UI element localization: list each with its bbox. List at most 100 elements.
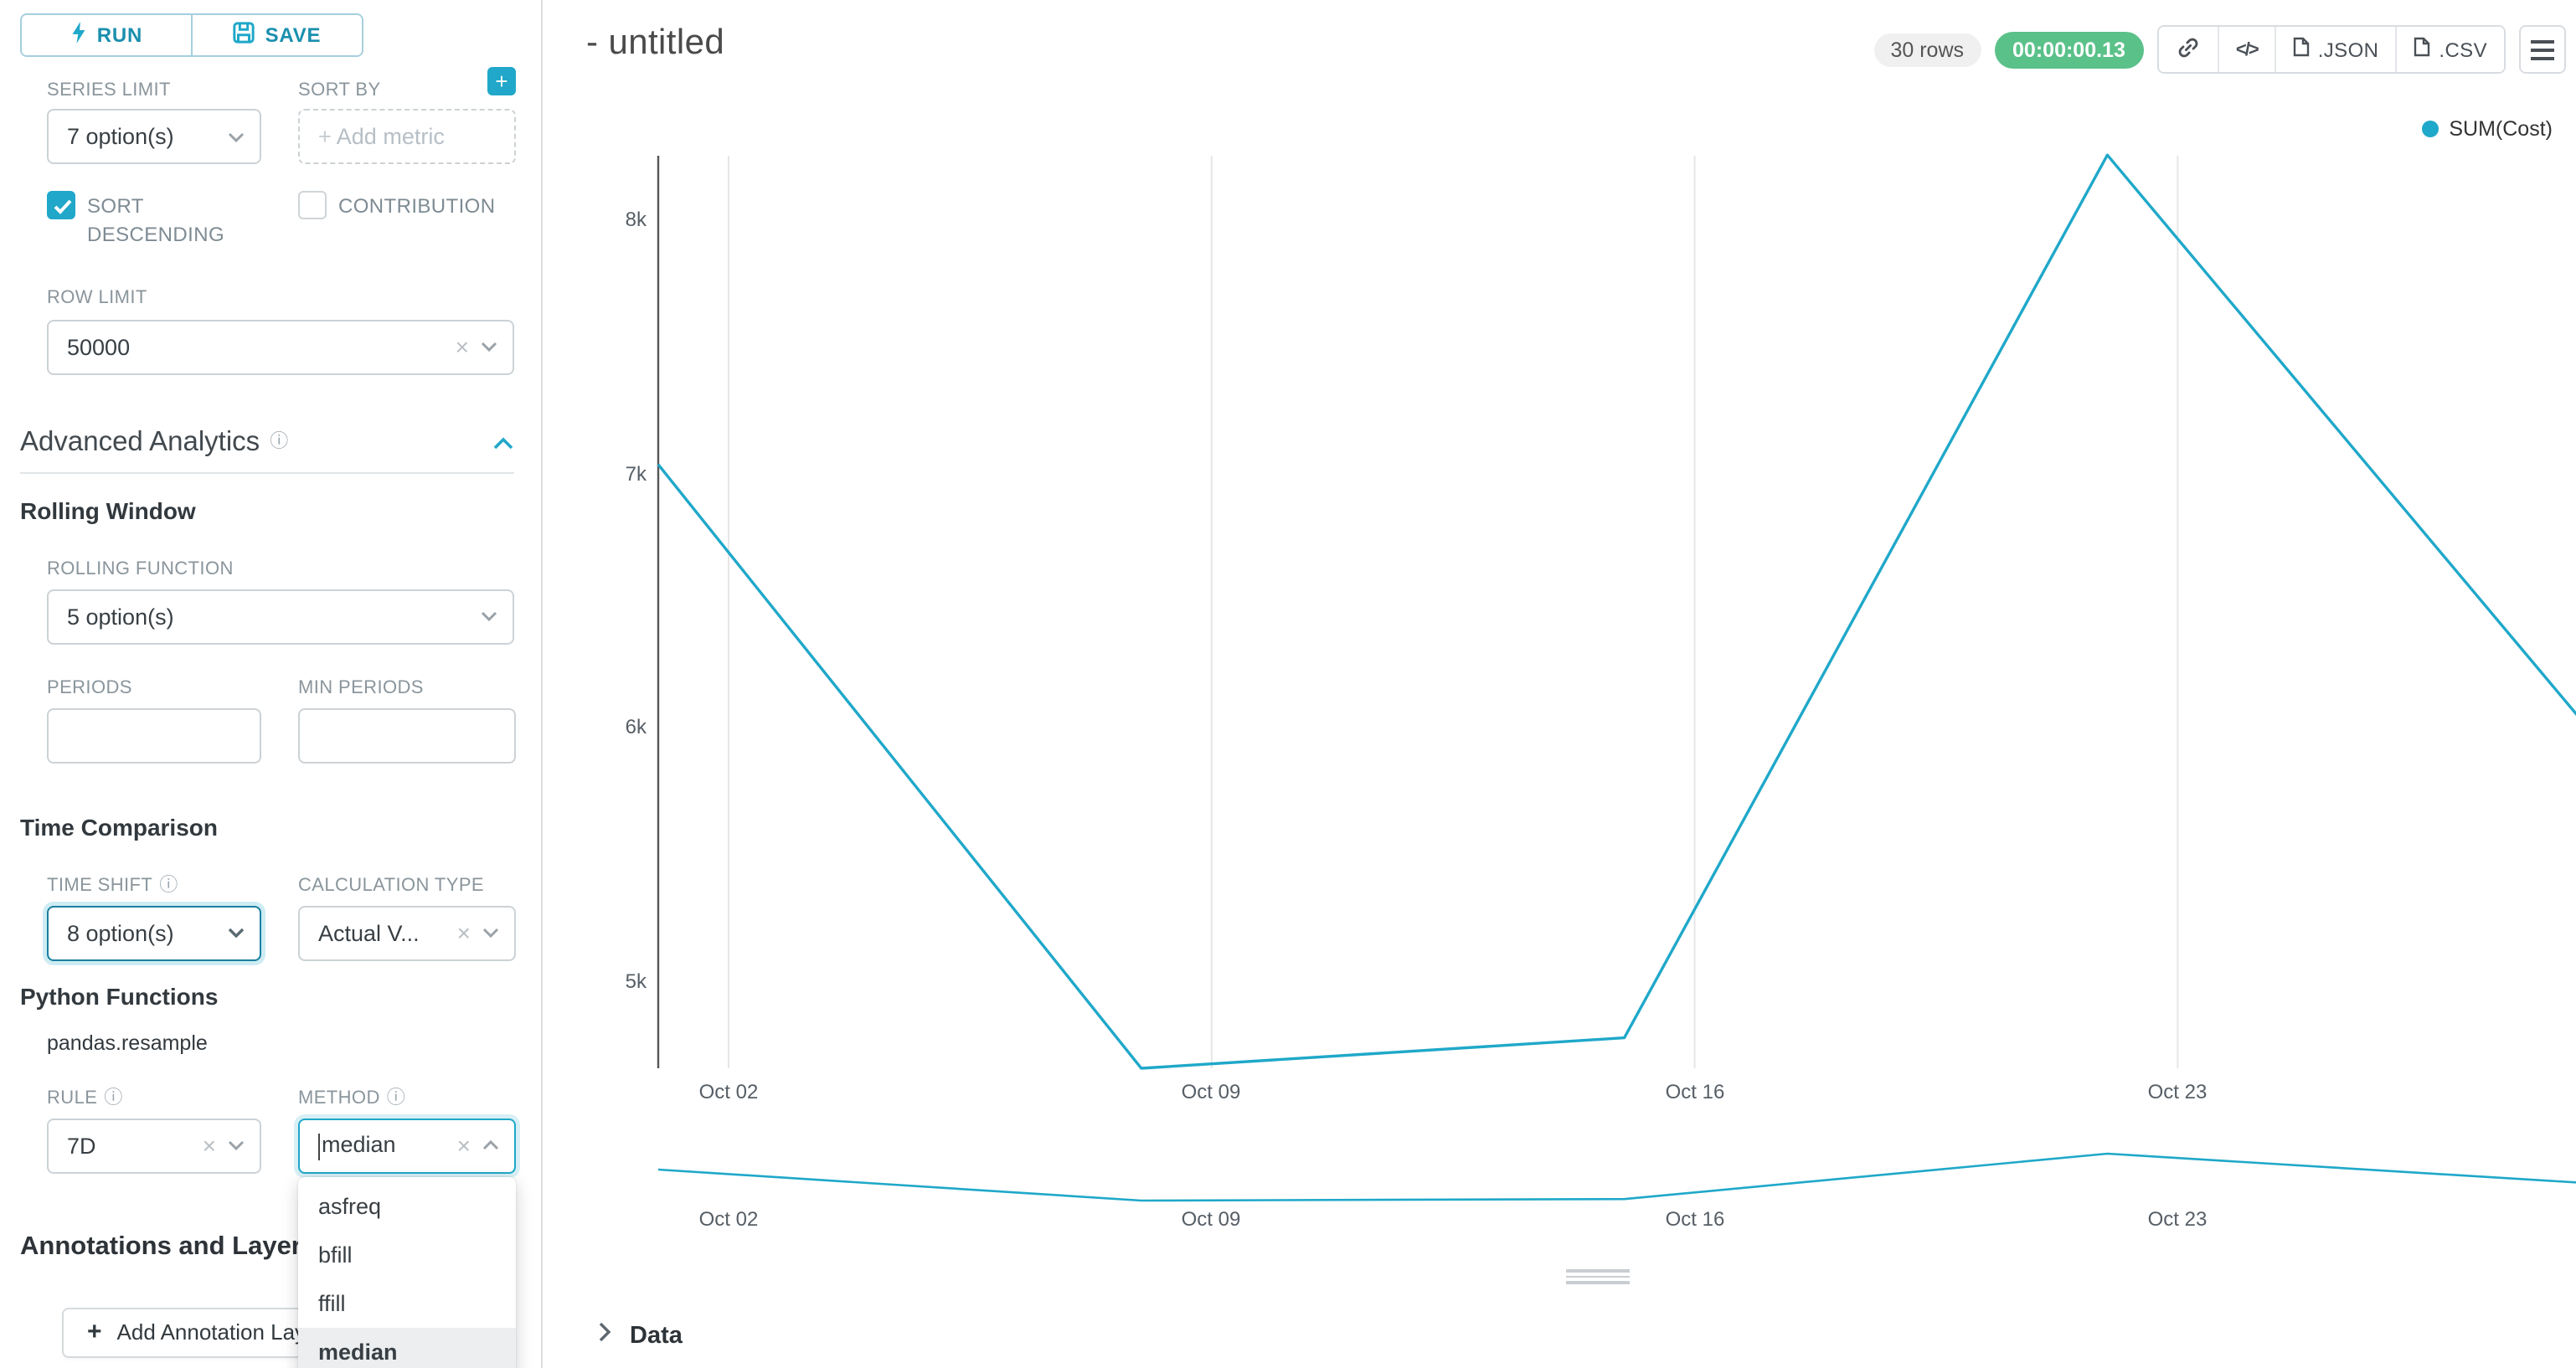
y-tick-label: 5k: [625, 969, 647, 993]
rolling-window-title: Rolling Window: [20, 496, 196, 524]
file-icon: [2414, 37, 2430, 62]
query-timer-badge: 00:00:00.13: [1994, 31, 2144, 68]
calculation-type-value: Actual V...: [318, 920, 420, 946]
advanced-analytics-title: Advanced Analytics: [20, 426, 260, 457]
timeseries-line-chart: [657, 153, 2576, 1202]
chart-title: - untitled: [586, 23, 725, 62]
method-dropdown-menu: asfreq bfill ffill median: [298, 1176, 516, 1368]
method-label: METHOD: [298, 1088, 380, 1109]
legend-label: SUM(Cost): [2449, 117, 2553, 141]
info-icon: ⓘ: [270, 431, 289, 452]
info-icon: ⓘ: [386, 1088, 406, 1108]
method-value: median: [322, 1132, 396, 1158]
lightning-icon: [70, 22, 87, 49]
rule-select[interactable]: 7D: [47, 1118, 261, 1174]
info-icon: ⓘ: [104, 1088, 123, 1108]
time-shift-label: TIME SHIFT: [47, 876, 153, 897]
mini-x-tick-label: Oct 23: [2147, 1207, 2208, 1231]
json-button-label: .JSON: [2317, 38, 2379, 61]
chevron-up-icon: [482, 1140, 499, 1151]
python-functions-title: Python Functions: [20, 982, 219, 1010]
sort-by-placeholder: Add metric: [318, 124, 499, 149]
chart-header-controls: 30 rows 00:00:00.13 </>: [1873, 25, 2566, 74]
sort-descending-checkbox[interactable]: SORT DESCENDING: [47, 191, 261, 251]
add-annotation-label: Add Annotation Layer: [116, 1319, 326, 1345]
chart-container: - untitled 30 rows 00:00:00.13 </>: [543, 0, 2576, 1368]
advanced-analytics-header[interactable]: Advanced Analytics ⓘ: [20, 427, 514, 459]
info-icon: ⓘ: [159, 875, 178, 896]
row-count-badge: 30 rows: [1873, 33, 1981, 66]
method-option-ffill[interactable]: ffill: [318, 1290, 346, 1316]
save-button[interactable]: SAVE: [191, 15, 362, 55]
chevron-down-icon: [482, 928, 499, 939]
pandas-resample-label: pandas.resample: [47, 1031, 208, 1055]
chevron-right-icon: [598, 1321, 611, 1351]
chevron-down-icon: [228, 1141, 245, 1151]
time-comparison-title: Time Comparison: [20, 813, 218, 841]
series-limit-label: SERIES LIMIT: [47, 80, 171, 100]
periods-input[interactable]: [47, 707, 261, 764]
row-limit-value: 50000: [67, 334, 131, 360]
save-icon: [233, 22, 255, 49]
clear-icon[interactable]: [203, 1134, 216, 1159]
series-limit-value: 7 option(s): [67, 124, 174, 149]
export-csv-button[interactable]: .CSV: [2395, 27, 2504, 72]
y-tick-label: 6k: [625, 715, 647, 738]
file-icon: [2293, 37, 2310, 62]
calculation-type-select[interactable]: Actual V...: [298, 905, 516, 961]
rolling-function-select[interactable]: 5 option(s): [47, 589, 514, 645]
x-tick-label: Oct 02: [698, 1080, 759, 1103]
save-button-label: SAVE: [265, 23, 322, 47]
panel-resize-handle[interactable]: [1566, 1264, 1630, 1288]
checkbox-checked-icon: [47, 191, 75, 219]
series-limit-select[interactable]: 7 option(s): [47, 109, 261, 164]
chevron-up-icon[interactable]: [492, 427, 514, 459]
method-option-median[interactable]: median: [298, 1327, 516, 1368]
export-json-button[interactable]: .JSON: [2274, 27, 2396, 72]
hamburger-icon: [2531, 39, 2554, 43]
y-tick-label: 7k: [625, 462, 647, 486]
clear-icon[interactable]: [457, 1134, 471, 1159]
embed-code-button[interactable]: </>: [2217, 27, 2275, 72]
min-periods-label: MIN PERIODS: [298, 678, 424, 699]
rule-value: 7D: [67, 1133, 96, 1159]
contribution-checkbox[interactable]: CONTRIBUTION: [298, 191, 516, 222]
data-panel-label: Data: [630, 1323, 683, 1350]
run-save-button-group: RUN SAVE: [20, 13, 363, 57]
chevron-down-icon: [228, 131, 245, 141]
plus-icon: +: [87, 1318, 102, 1347]
rule-label: RULE: [47, 1088, 98, 1109]
add-metric-plus-button[interactable]: +: [487, 67, 516, 95]
chevron-down-icon: [481, 612, 497, 622]
annotations-title: Annotations and Layers: [20, 1232, 317, 1261]
method-select[interactable]: median: [298, 1118, 516, 1174]
copy-link-button[interactable]: [2158, 27, 2218, 72]
row-limit-select[interactable]: 50000: [47, 319, 514, 375]
legend-item[interactable]: SUM(Cost): [2422, 117, 2553, 141]
time-shift-select[interactable]: 8 option(s): [47, 905, 261, 961]
code-icon: </>: [2235, 39, 2259, 59]
chart-menu-button[interactable]: [2519, 25, 2566, 74]
method-option-bfill[interactable]: bfill: [318, 1242, 353, 1268]
y-tick-label: 8k: [625, 208, 647, 231]
mini-x-tick-label: Oct 02: [698, 1207, 759, 1231]
clear-icon[interactable]: [457, 921, 471, 946]
chevron-down-icon: [481, 342, 497, 352]
min-periods-input[interactable]: [298, 707, 516, 764]
data-panel-header[interactable]: Data: [543, 1304, 2576, 1368]
periods-label: PERIODS: [47, 678, 132, 699]
sort-by-label: SORT BY: [298, 80, 381, 100]
csv-button-label: .CSV: [2439, 38, 2487, 61]
mini-x-tick-label: Oct 09: [1181, 1207, 1241, 1231]
calculation-type-label: CALCULATION TYPE: [298, 876, 484, 897]
x-tick-label: Oct 16: [1665, 1080, 1725, 1103]
method-option-asfreq[interactable]: asfreq: [318, 1193, 382, 1219]
time-shift-value: 8 option(s): [67, 920, 174, 946]
control-panel-sidebar: RUN SAVE SERIES LIMIT SORT BY + 7 op: [0, 0, 543, 1368]
row-limit-label: ROW LIMIT: [47, 288, 147, 309]
sort-by-add-metric-field[interactable]: Add metric: [298, 109, 516, 164]
clear-icon[interactable]: [456, 335, 469, 360]
rolling-function-value: 5 option(s): [67, 604, 174, 630]
run-button[interactable]: RUN: [22, 15, 191, 55]
